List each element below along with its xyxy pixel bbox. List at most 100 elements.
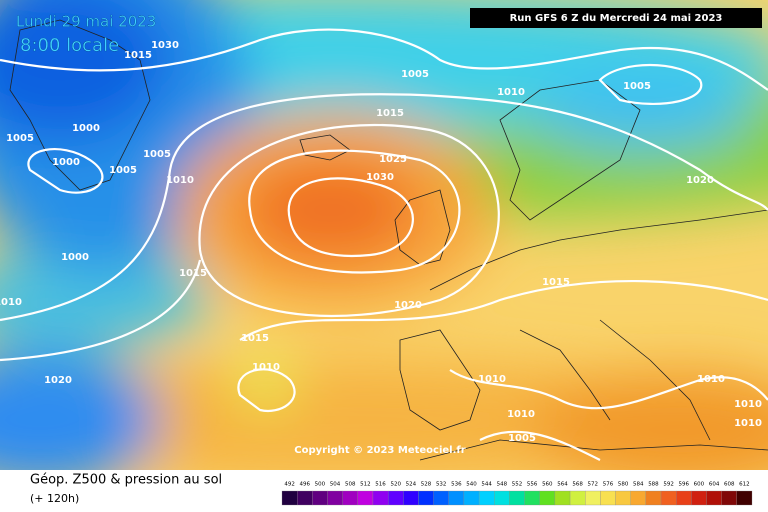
scale-label: 568	[572, 482, 583, 488]
scale-label: 552	[512, 482, 523, 488]
isobar-label: 1010	[507, 409, 535, 420]
copyright: Copyright © 2023 Meteociel.fr	[294, 445, 465, 456]
isobar-label: 1010	[697, 374, 725, 385]
isobar-label: 1000	[52, 157, 80, 168]
scale-label: 572	[588, 482, 599, 488]
scale-label: 564	[557, 482, 568, 488]
scale-swatch	[297, 490, 313, 506]
isobar-label: 1015	[124, 50, 152, 61]
run-box	[470, 8, 762, 28]
scale-swatch	[736, 490, 753, 506]
isobar-label: 1010	[734, 399, 762, 410]
scale-swatch	[600, 490, 616, 506]
scale-swatch	[630, 490, 647, 506]
scale-swatch	[524, 490, 540, 506]
scale-swatch	[312, 490, 328, 506]
isobar-label: 1005	[143, 149, 171, 160]
scale-label: 536	[451, 482, 462, 488]
scale-label: 492	[284, 482, 295, 488]
scale-swatch	[327, 490, 343, 506]
scale-label: 548	[497, 482, 508, 488]
scale-swatch	[509, 490, 525, 506]
isobar-label: 1015	[241, 333, 269, 344]
scale-label: 612	[739, 482, 750, 488]
scale-swatch	[478, 490, 495, 506]
scale-label: 512	[360, 482, 371, 488]
scale-label: 580	[618, 482, 629, 488]
isobar-label: 1030	[151, 40, 179, 51]
isobar-label: 1015	[179, 268, 207, 279]
scale-label: 504	[330, 482, 341, 488]
scale-label: 556	[527, 482, 538, 488]
scale-swatch	[433, 490, 449, 506]
scale-swatch	[418, 490, 434, 506]
scale-swatch	[645, 490, 662, 506]
isobar-label: 1015	[542, 277, 570, 288]
scale-swatch	[372, 490, 389, 506]
scale-swatch	[706, 490, 722, 506]
scale-swatch	[691, 490, 707, 506]
isobars	[0, 28, 768, 461]
scale-label: 500	[315, 482, 326, 488]
scale-label: 532	[436, 482, 447, 488]
time: 8:00 locale	[20, 35, 119, 56]
coastlines	[9, 19, 768, 461]
scale-swatch	[615, 490, 631, 506]
scale-label: 588	[648, 482, 659, 488]
scale-label: 608	[724, 482, 735, 488]
footer-title: Géop. Z500 & pression au sol	[30, 473, 222, 488]
scale-swatch	[357, 490, 374, 506]
isobar-label: 1005	[401, 69, 429, 80]
scale-swatch	[660, 490, 677, 506]
scale-swatch	[448, 490, 465, 506]
isobar-label: 1020	[394, 300, 422, 311]
isobar-label: 1010	[497, 87, 525, 98]
scale-swatch	[494, 490, 510, 506]
isobar-label: 1010	[0, 297, 22, 308]
scale-label: 592	[663, 482, 674, 488]
scale-swatch	[569, 490, 586, 506]
scale-swatch	[403, 490, 419, 506]
scale-label: 520	[390, 482, 401, 488]
isobar-label: 1000	[72, 123, 100, 134]
isobar-label: 1015	[376, 108, 404, 119]
scale-label: 528	[421, 482, 432, 488]
isobar-label: 1030	[366, 172, 394, 183]
date: Lundi 29 mai 2023	[16, 13, 156, 31]
isobar-label: 1010	[252, 362, 280, 373]
scale-label: 576	[603, 482, 614, 488]
scale-label: 600	[694, 482, 705, 488]
scale-label: 508	[345, 482, 356, 488]
scale-swatch	[721, 490, 737, 506]
isobar-label: 1010	[166, 175, 194, 186]
field	[0, 0, 768, 470]
scale-swatch	[463, 490, 480, 506]
run-info: Run GFS 6 Z du Mercredi 24 mai 2023	[510, 13, 723, 24]
scale-label: 596	[679, 482, 690, 488]
scale-swatch	[676, 490, 692, 506]
isobar-label: 1005	[623, 81, 651, 92]
isobar-label: 1020	[686, 175, 714, 186]
scale-label: 540	[466, 482, 477, 488]
scale-swatch	[281, 490, 298, 506]
scale-label: 516	[375, 482, 386, 488]
isobar-label: 1010	[478, 374, 506, 385]
scale-swatch	[342, 490, 358, 506]
isobar-label: 1005	[508, 433, 536, 444]
scale-swatch	[554, 490, 571, 506]
scale-swatch	[387, 490, 404, 506]
isobar-label: 1010	[734, 418, 762, 429]
scale-swatch	[539, 490, 556, 506]
scale-label: 544	[481, 482, 492, 488]
scale-label: 496	[299, 482, 310, 488]
footer-lead: (+ 120h)	[30, 492, 79, 505]
scale-swatch	[585, 490, 601, 506]
scale-label: 604	[709, 482, 720, 488]
scale-label: 524	[406, 482, 417, 488]
isobar-label: 1000	[61, 252, 89, 263]
isobar-label: 1025	[379, 154, 407, 165]
isobar-label: 1005	[6, 133, 34, 144]
isobar-label: 1005	[109, 165, 137, 176]
isobar-label: 1020	[44, 375, 72, 386]
